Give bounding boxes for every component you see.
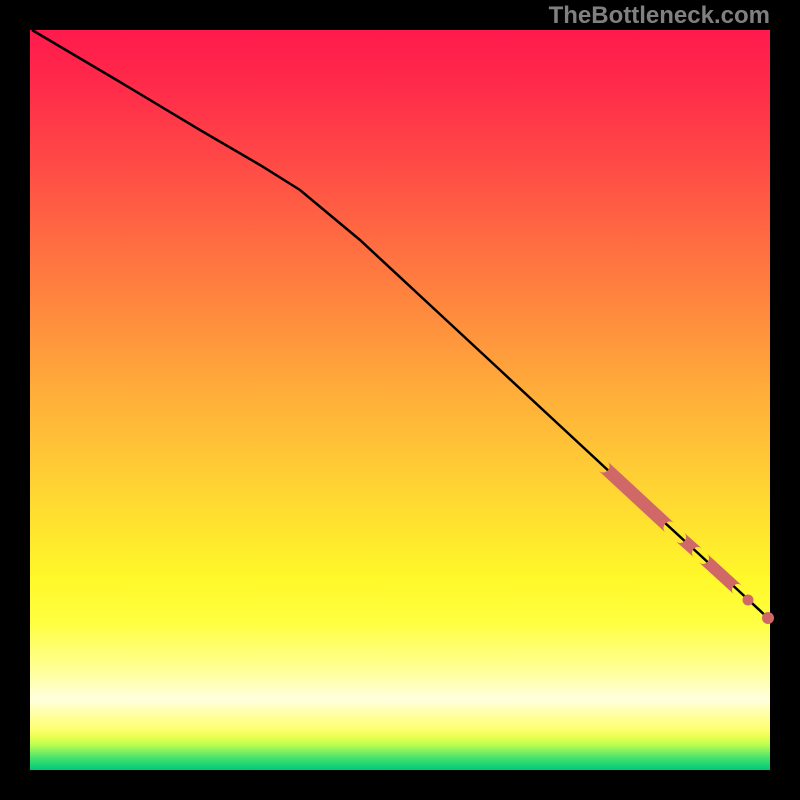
plot-area	[30, 30, 770, 770]
marker-dot	[762, 612, 774, 624]
chart-svg	[0, 0, 800, 800]
marker-dot	[743, 595, 754, 606]
chart-canvas: TheBottleneck.com	[0, 0, 800, 800]
watermark-text: TheBottleneck.com	[549, 2, 770, 30]
